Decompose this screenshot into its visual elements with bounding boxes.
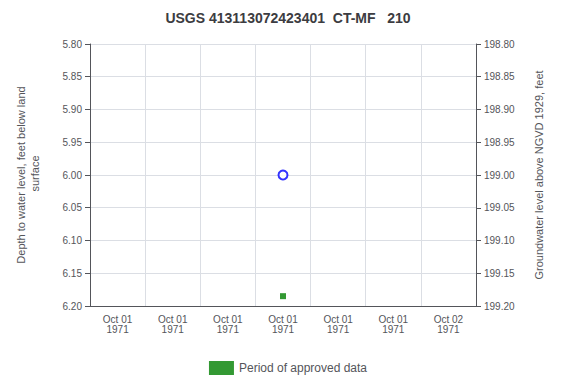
svg-text:198.95: 198.95 [484, 137, 515, 148]
svg-text:199.05: 199.05 [484, 202, 515, 213]
svg-text:Period of approved data: Period of approved data [239, 361, 367, 375]
svg-text:surface: surface [29, 155, 41, 194]
svg-text:Groundwater level above NGVD 1: Groundwater level above NGVD 1929, feet [533, 70, 545, 279]
svg-text:198.80: 198.80 [484, 39, 515, 50]
svg-text:1971: 1971 [162, 324, 185, 335]
svg-text:5.95: 5.95 [63, 137, 83, 148]
svg-text:Oct 01: Oct 01 [323, 313, 353, 325]
svg-text:1971: 1971 [272, 324, 295, 335]
svg-text:6.15: 6.15 [63, 268, 83, 279]
svg-text:Oct 02: Oct 02 [433, 313, 464, 325]
svg-text:Oct 01: Oct 01 [268, 313, 298, 325]
svg-text:1971: 1971 [217, 324, 240, 335]
svg-text:1971: 1971 [382, 324, 405, 335]
svg-text:1971: 1971 [327, 324, 350, 335]
svg-text:6.00: 6.00 [63, 170, 83, 181]
svg-text:1971: 1971 [106, 324, 129, 335]
svg-text:199.20: 199.20 [484, 301, 515, 312]
svg-text:6.20: 6.20 [63, 301, 83, 312]
svg-text:Oct 01: Oct 01 [378, 313, 408, 325]
svg-text:6.10: 6.10 [63, 235, 83, 246]
svg-text:USGS 413113072423401 CT-MF: USGS 413113072423401 CT-MF 210 [165, 10, 410, 26]
svg-text:5.90: 5.90 [63, 104, 83, 115]
svg-text:199.00: 199.00 [484, 170, 515, 181]
svg-text:199.10: 199.10 [484, 235, 515, 246]
svg-text:Oct 01: Oct 01 [213, 313, 243, 325]
svg-text:Oct 01: Oct 01 [158, 313, 188, 325]
svg-text:5.85: 5.85 [63, 71, 83, 82]
svg-text:Oct 01: Oct 01 [102, 313, 133, 325]
svg-text:Depth to water level, feet bel: Depth to water level, feet below land [15, 86, 27, 263]
svg-text:6.05: 6.05 [63, 202, 83, 213]
svg-text:1971: 1971 [437, 324, 460, 335]
svg-text:198.90: 198.90 [484, 104, 515, 115]
svg-text:198.85: 198.85 [484, 71, 515, 82]
svg-text:199.15: 199.15 [484, 268, 515, 279]
svg-text:5.80: 5.80 [63, 39, 83, 50]
